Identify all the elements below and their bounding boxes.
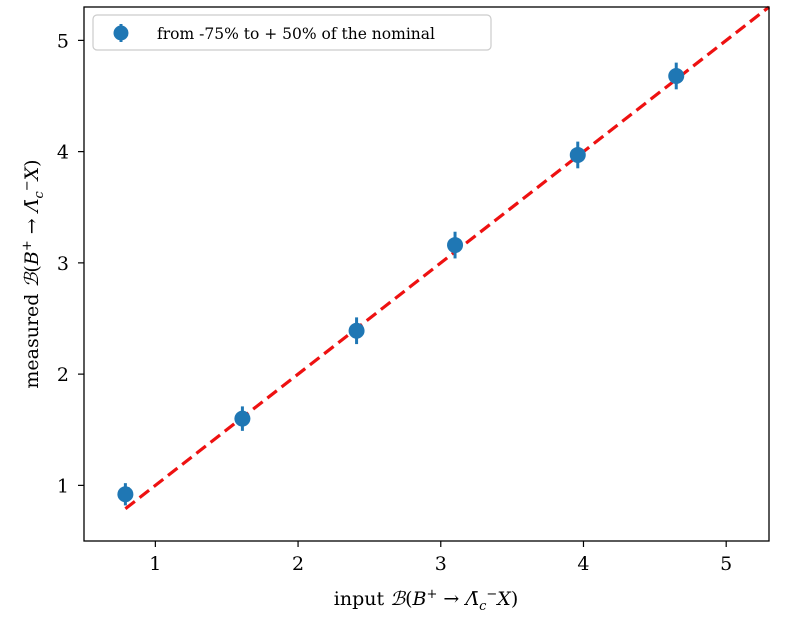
data-point	[447, 237, 464, 254]
data-point	[117, 486, 134, 503]
x-tick-label: 5	[720, 553, 732, 575]
plot-frame	[83, 6, 770, 542]
x-tick-label: 3	[435, 553, 447, 575]
x-ticks: 1 2 3 4 5	[149, 541, 732, 575]
x-tick-label: 4	[577, 553, 589, 575]
y-tick-label: 5	[57, 30, 69, 52]
legend-marker	[113, 25, 129, 41]
data-point	[234, 410, 251, 427]
y-axis-label: measured ℬ(B+ → Λ̄c−X)	[20, 159, 47, 388]
legend-box	[92, 14, 492, 51]
y-tick-label: 3	[57, 253, 69, 275]
y-tick-label: 1	[57, 475, 69, 497]
data-point	[569, 146, 586, 163]
data-points-layer	[117, 62, 685, 506]
y-tick-label: 2	[57, 364, 69, 386]
y-tick-label: 4	[57, 142, 69, 164]
x-tick-label: 2	[292, 553, 304, 575]
x-axis-label: input ℬ(B+ → Λ̄c−X)	[334, 587, 519, 614]
data-point	[668, 67, 685, 84]
y-ticks: 1 2 3 4 5	[57, 30, 84, 497]
legend-label: from -75% to + 50% of the nominal	[157, 25, 435, 43]
legend: from -75% to + 50% of the nominal	[92, 14, 492, 51]
reference-line	[124, 5, 770, 510]
reference-line-layer	[124, 5, 770, 510]
data-point	[348, 322, 365, 339]
x-tick-label: 1	[149, 553, 161, 575]
